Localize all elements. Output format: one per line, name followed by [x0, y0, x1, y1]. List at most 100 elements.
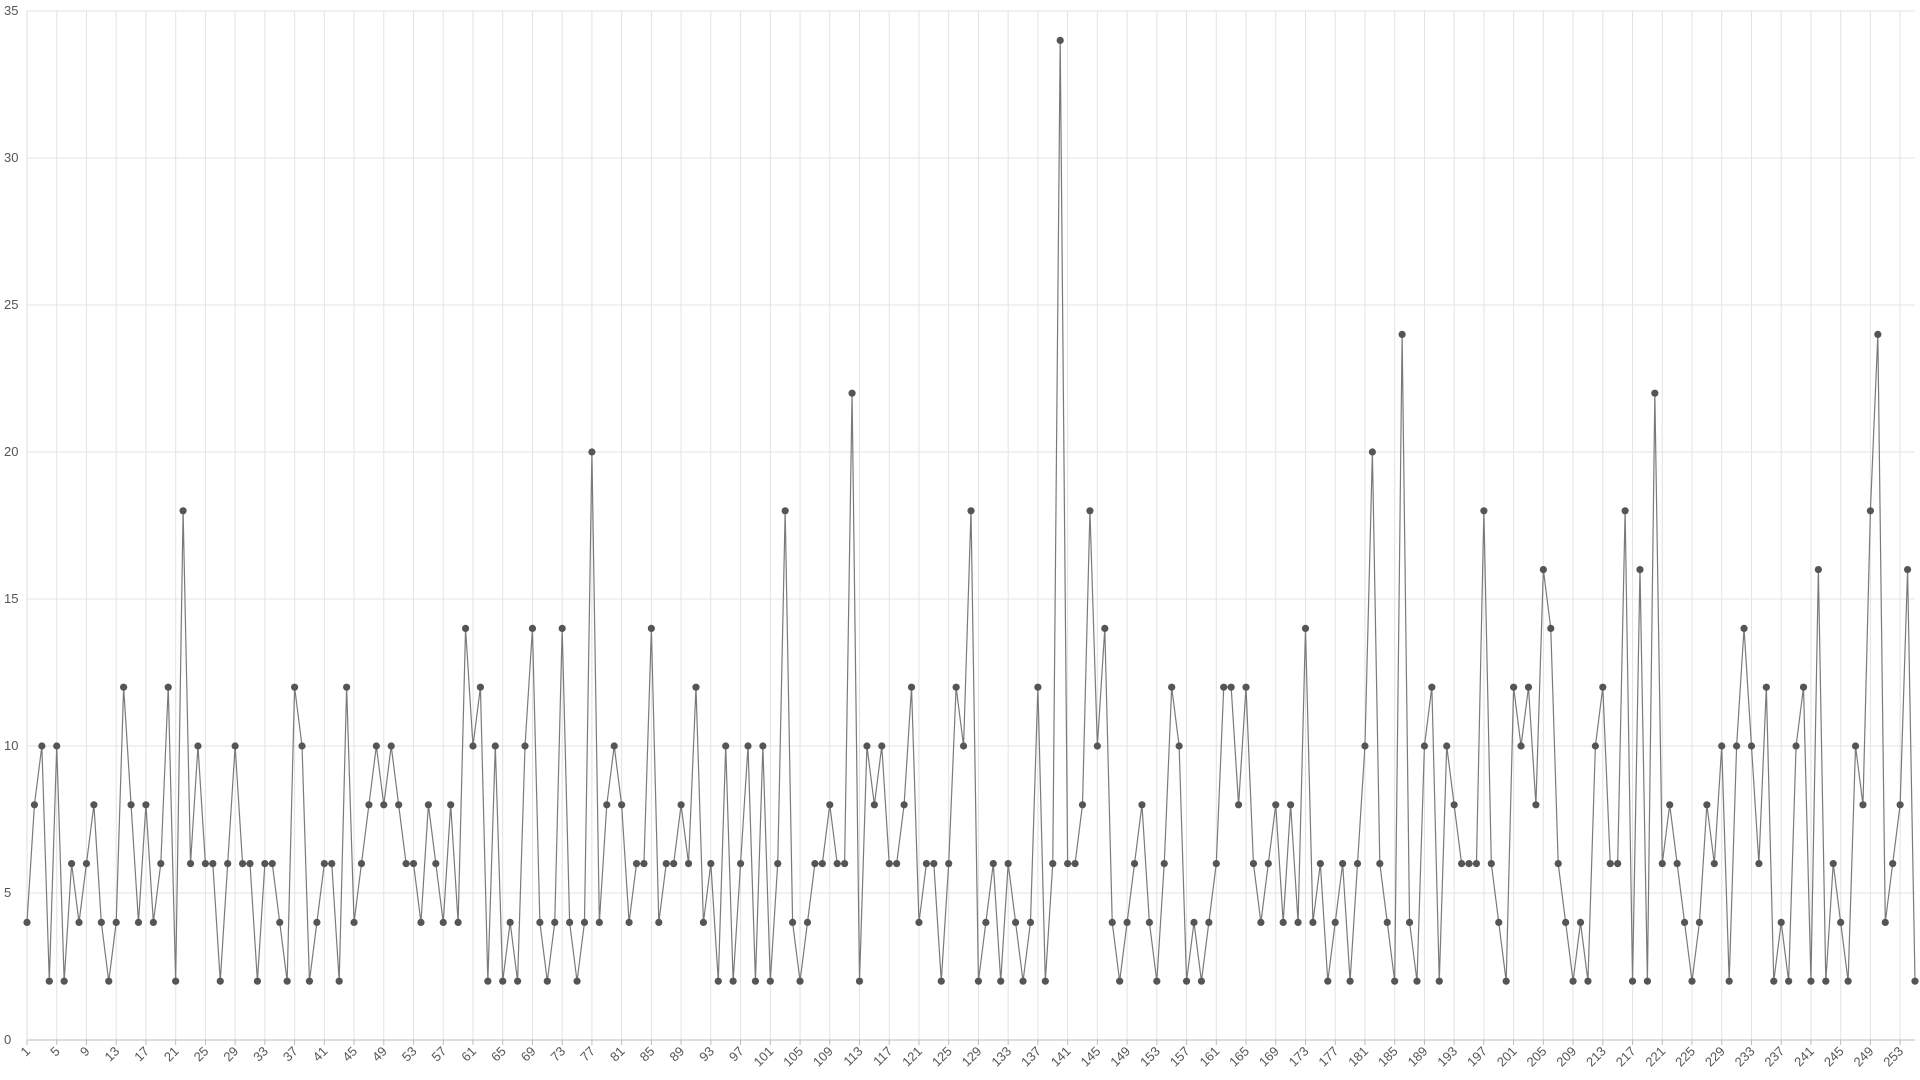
data-point: [164, 683, 172, 691]
data-point: [409, 860, 418, 868]
data-point: [729, 977, 737, 985]
data-point: [997, 977, 1005, 985]
data-point: [1101, 624, 1109, 633]
data-point: [588, 448, 596, 456]
data-point: [1257, 918, 1265, 927]
data-point: [907, 683, 916, 691]
data-point: [684, 860, 693, 868]
x-tick-label: 141: [1048, 1044, 1074, 1070]
data-point: [1911, 977, 1919, 985]
data-point: [1695, 918, 1704, 927]
x-tick-label: 181: [1345, 1044, 1371, 1070]
data-point: [1614, 860, 1622, 868]
data-point: [610, 742, 618, 750]
data-point: [1866, 507, 1875, 515]
data-point: [1480, 507, 1488, 515]
x-tick-label: 197: [1464, 1044, 1490, 1070]
data-point: [736, 860, 745, 868]
x-tick-label: 241: [1791, 1044, 1817, 1070]
x-tick-label: 9: [77, 1044, 93, 1060]
data-point: [1078, 801, 1087, 809]
data-point: [855, 977, 864, 985]
data-point: [1353, 860, 1362, 868]
data-point: [959, 742, 968, 750]
data-point: [1859, 801, 1867, 809]
x-tick-label: 89: [666, 1044, 687, 1065]
data-point: [1733, 742, 1741, 750]
data-point: [1747, 742, 1756, 750]
data-point: [1086, 507, 1094, 515]
data-point: [149, 918, 157, 927]
data-point: [1755, 860, 1763, 868]
data-point: [216, 977, 224, 985]
data-point: [1249, 860, 1258, 868]
data-point: [1680, 918, 1689, 927]
data-point: [157, 860, 165, 868]
data-point: [952, 683, 960, 691]
data-point: [1034, 683, 1042, 691]
data-point: [573, 977, 581, 985]
x-tick-label: 109: [810, 1044, 836, 1070]
data-point: [803, 918, 812, 927]
data-point: [1874, 330, 1882, 338]
data-point: [82, 860, 91, 868]
data-point: [699, 918, 708, 927]
data-point: [127, 801, 135, 809]
data-point: [625, 918, 633, 927]
x-tick-label: 41: [310, 1044, 331, 1065]
data-point: [670, 860, 678, 868]
data-point: [1324, 977, 1332, 985]
data-point: [1524, 683, 1533, 691]
x-tick-label: 17: [131, 1044, 152, 1065]
data-point: [1041, 977, 1049, 985]
data-point: [1405, 918, 1414, 927]
data-point: [75, 918, 83, 927]
data-point: [841, 860, 849, 868]
y-tick-label: 20: [4, 444, 18, 459]
x-tick-label: 77: [577, 1044, 598, 1065]
data-point: [395, 801, 403, 809]
y-tick-label: 30: [4, 150, 18, 165]
data-point: [1799, 683, 1808, 691]
data-point: [1576, 918, 1585, 927]
data-point: [714, 977, 722, 985]
data-point: [238, 860, 247, 868]
data-point: [387, 742, 395, 750]
data-point: [335, 977, 343, 985]
data-point: [1569, 977, 1577, 985]
x-tick-label: 57: [429, 1044, 450, 1065]
data-point: [900, 801, 908, 809]
data-point: [209, 860, 217, 868]
data-point: [343, 683, 351, 691]
data-point: [1465, 860, 1473, 868]
data-point: [1182, 977, 1191, 985]
data-point: [268, 860, 276, 868]
data-point: [1391, 977, 1399, 985]
data-point: [1443, 742, 1451, 750]
data-point: [53, 742, 61, 750]
data-point: [1851, 742, 1860, 750]
data-point: [1628, 977, 1637, 985]
data-point: [1539, 566, 1547, 574]
data-point: [447, 801, 455, 809]
data-point: [1703, 801, 1711, 809]
data-point: [424, 801, 432, 809]
data-point: [186, 860, 195, 868]
data-point: [23, 918, 31, 927]
data-point: [499, 977, 507, 985]
data-point: [283, 977, 291, 985]
data-point: [120, 683, 128, 691]
data-point: [454, 918, 462, 927]
data-point: [90, 801, 98, 809]
x-tick-label: 133: [988, 1044, 1014, 1070]
data-point: [476, 683, 485, 691]
data-point: [1168, 683, 1176, 691]
data-point: [1606, 860, 1614, 868]
data-point: [231, 742, 239, 750]
x-tick-label: 229: [1702, 1044, 1728, 1070]
data-point: [655, 918, 663, 927]
x-tick-label: 177: [1315, 1044, 1341, 1070]
data-point: [1666, 801, 1674, 809]
data-point: [246, 860, 254, 868]
